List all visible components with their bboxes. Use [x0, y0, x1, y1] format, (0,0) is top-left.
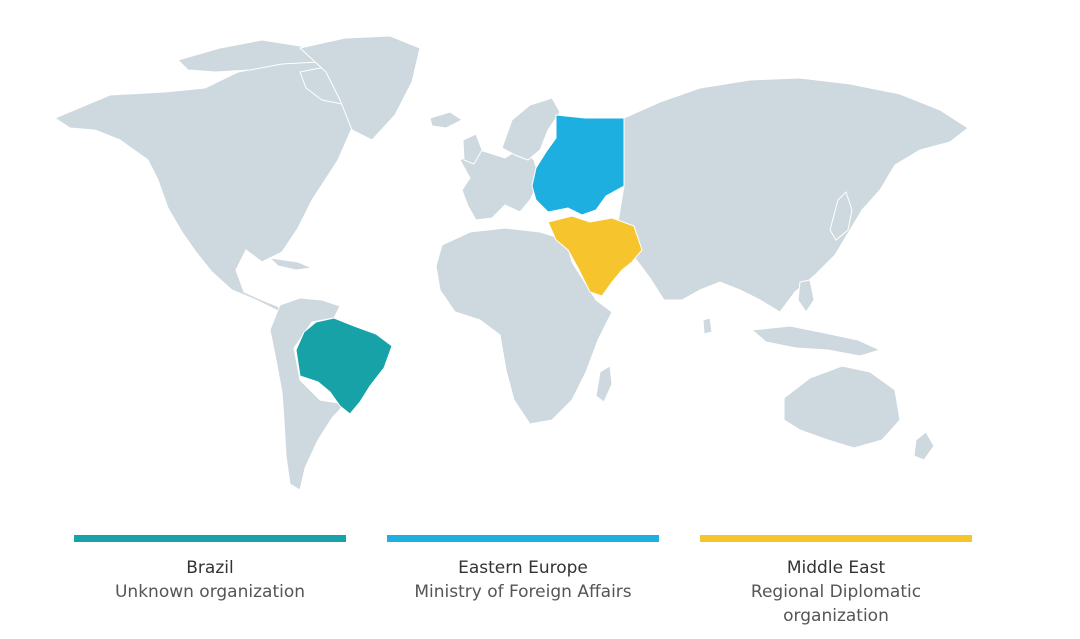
world-map: [53, 35, 969, 491]
legend-item-middle-east: Middle East Regional Diplomatic organiza…: [700, 535, 972, 628]
south-america-landmass: [269, 297, 347, 491]
eastern-europe-region: [531, 114, 625, 216]
madagascar: [595, 365, 613, 403]
british-isles: [462, 133, 483, 165]
world-map-svg: [53, 35, 969, 491]
middle-east-region: [547, 215, 643, 297]
legend-organization-brazil: Unknown organization: [114, 582, 306, 602]
australia: [783, 365, 901, 449]
legend: Brazil Unknown organization Eastern Euro…: [0, 535, 1080, 635]
legend-bar-middle-east: [700, 535, 972, 542]
legend-bar-brazil: [74, 535, 346, 542]
north-asia: [615, 77, 969, 313]
japan: [829, 191, 853, 241]
africa: [435, 227, 613, 425]
legend-bar-eastern-europe: [387, 535, 659, 542]
sri-lanka: [702, 317, 713, 335]
brazil-region: [295, 317, 393, 415]
greenland: [298, 35, 421, 141]
legend-item-brazil: Brazil Unknown organization: [74, 535, 346, 604]
legend-organization-middle-east: Regional Diplomatic organization: [750, 582, 922, 626]
legend-organization-eastern-europe: Ministry of Foreign Affairs: [414, 582, 632, 602]
legend-region-brazil: Brazil: [186, 558, 234, 578]
legend-region-middle-east: Middle East: [786, 558, 886, 578]
philippines: [797, 279, 815, 313]
scandinavia: [501, 97, 561, 161]
new-zealand: [913, 431, 935, 461]
legend-region-eastern-europe: Eastern Europe: [458, 558, 588, 578]
southeast-asia-islands: [750, 325, 882, 357]
caribbean-islands: [268, 257, 314, 271]
legend-item-eastern-europe: Eastern Europe Ministry of Foreign Affai…: [387, 535, 659, 604]
western-europe: [459, 147, 541, 221]
iceland: [429, 111, 463, 129]
